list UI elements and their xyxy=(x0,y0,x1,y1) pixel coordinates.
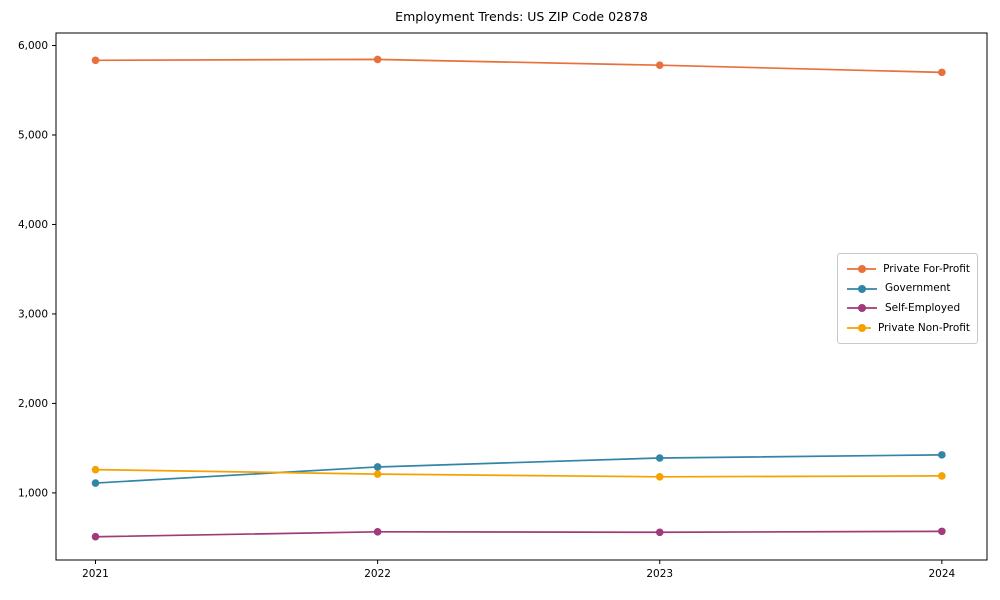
legend-label: Government xyxy=(885,282,951,295)
series-marker-private-for-profit xyxy=(938,68,946,77)
x-tick-label: 2024 xyxy=(928,568,955,580)
legend-line-marker-icon xyxy=(847,324,871,333)
x-tick-label: 2021 xyxy=(82,568,109,580)
series-line-private-for-profit xyxy=(94,58,943,74)
series-marker-private-non-profit xyxy=(373,470,382,478)
x-tick-label: 2023 xyxy=(646,568,673,580)
series-line-self-employed xyxy=(94,530,943,538)
y-tick-label: 6,000 xyxy=(18,40,48,52)
series-marker-government xyxy=(91,479,100,487)
series-marker-government xyxy=(373,463,382,471)
series-marker-private-for-profit xyxy=(655,61,664,70)
y-tick-label: 5,000 xyxy=(18,130,48,142)
series-marker-private-non-profit xyxy=(655,472,664,481)
chart-title: Employment Trends: US ZIP Code 02878 xyxy=(395,9,648,24)
series-marker-private-for-profit xyxy=(91,56,100,65)
legend-item-government: Government xyxy=(846,283,970,295)
series-line-private-non-profit xyxy=(94,468,943,478)
series-marker-government xyxy=(938,451,946,459)
legend-item-self-employed: Self-Employed xyxy=(846,302,970,314)
y-tick-label: 4,000 xyxy=(18,219,48,231)
series-marker-private-for-profit xyxy=(373,55,382,64)
legend-label: Private Non-Profit xyxy=(877,321,970,334)
series-marker-self-employed xyxy=(91,532,100,541)
y-tick-label: 1,000 xyxy=(18,487,48,499)
series-marker-self-employed xyxy=(373,528,382,536)
series-marker-private-non-profit xyxy=(91,465,100,474)
legend-line-marker-icon xyxy=(847,264,877,273)
series-marker-private-non-profit xyxy=(938,472,946,480)
series-marker-self-employed xyxy=(938,527,946,536)
legend-line-marker-icon xyxy=(847,284,877,293)
legend-label: Self-Employed xyxy=(885,302,961,315)
legend-item-private-for-profit: Private For-Profit xyxy=(846,263,970,275)
y-tick-label: 2,000 xyxy=(18,398,48,410)
legend-item-private-non-profit: Private Non-Profit xyxy=(846,322,970,334)
legend-label: Private For-Profit xyxy=(883,262,970,275)
x-tick-label: 2022 xyxy=(364,568,391,580)
legend-box: Private For-Profit Government Self-Employe… xyxy=(837,253,978,344)
plot-frame xyxy=(55,32,988,561)
legend-line-marker-icon xyxy=(847,304,877,313)
series-marker-government xyxy=(655,454,664,462)
series-marker-self-employed xyxy=(655,528,664,537)
series-line-government xyxy=(94,454,943,484)
y-tick-label: 3,000 xyxy=(18,308,48,320)
